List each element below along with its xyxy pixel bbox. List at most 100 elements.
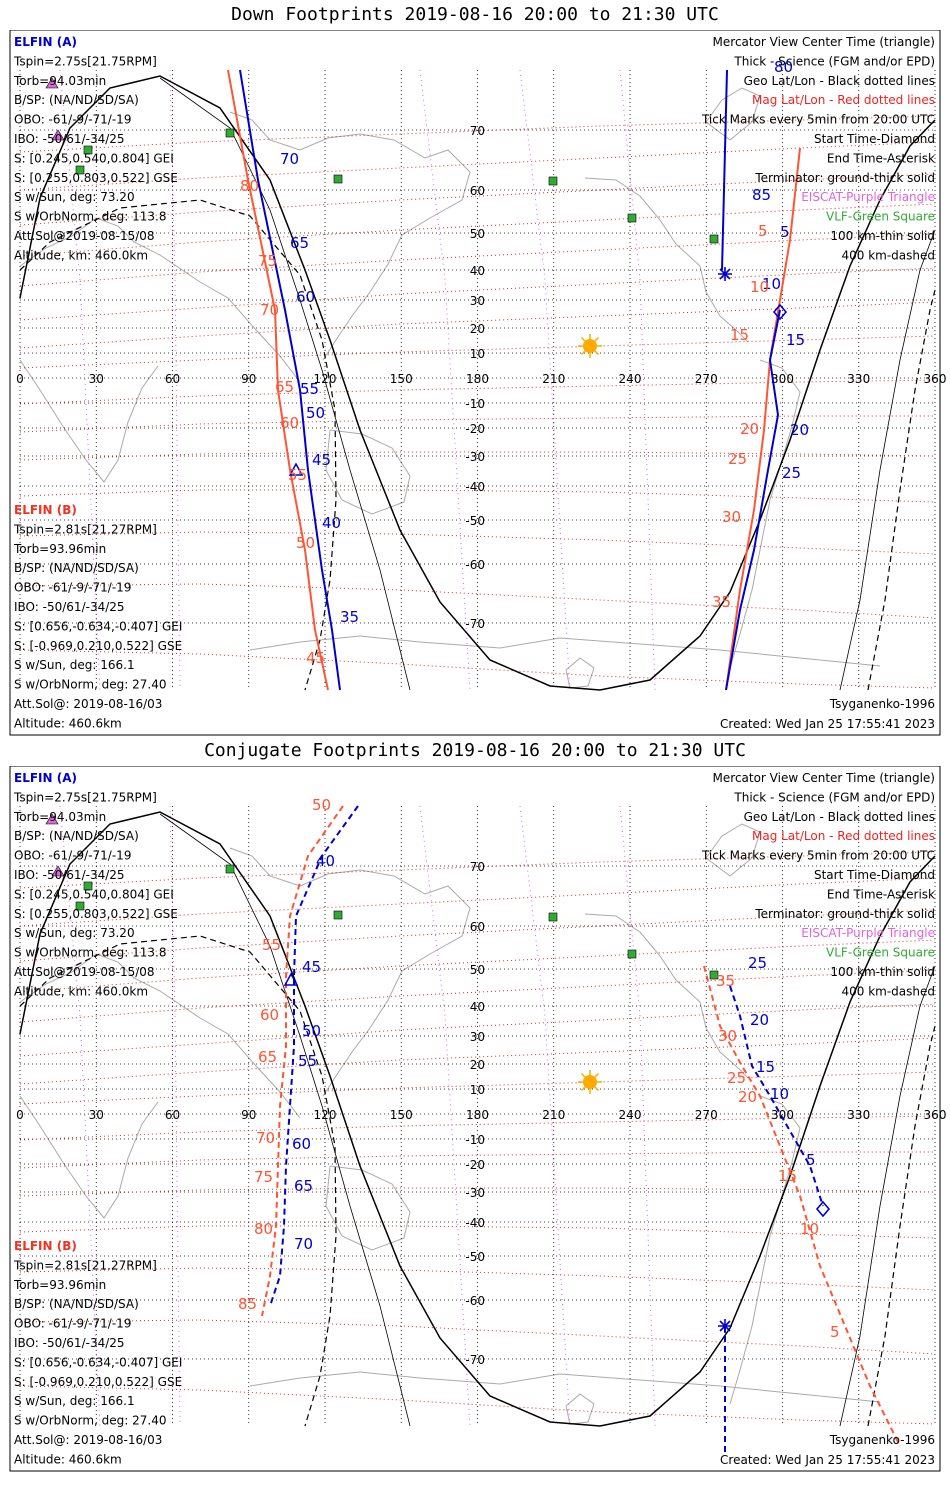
lon-tick-label: 30	[89, 372, 104, 386]
elfin-a-info-line: Tspin=2.75s[21.75RPM]	[13, 790, 157, 804]
lon-tick-label: 0	[16, 1108, 24, 1122]
legend-item: Thick - Science (FGM and/or EPD)	[733, 790, 935, 804]
coastline	[229, 847, 471, 1097]
elfin-a-trace	[729, 985, 824, 1207]
lon-tick-label: 210	[542, 372, 565, 386]
elfin-b-mag-label: 50	[296, 534, 315, 552]
created-timestamp: Created: Wed Jan 25 17:55:41 2023	[720, 717, 935, 731]
lon-tick-label: 120	[314, 372, 337, 386]
lat-tick-label: -60	[465, 558, 485, 572]
coastline	[325, 429, 411, 515]
elfin-a-info-line: B/SP: (NA/ND/SD/SA)	[14, 829, 139, 843]
mag-lon-line	[59, 805, 101, 1427]
lon-tick-label: 300	[771, 1108, 794, 1122]
elfin-b-info-line: Tspin=2.81s[21.27RPM]	[13, 522, 157, 536]
elfin-b-info-line: OBO: -61/-9/-71/-19	[14, 1317, 131, 1331]
lon-tick-label: 0	[16, 372, 24, 386]
elfin-b-trace	[239, 69, 341, 691]
elfin-b-time-label: 65	[290, 234, 309, 252]
mag-lon-line	[519, 805, 571, 1427]
elfin-b-mag-label: 60	[280, 414, 299, 432]
vlf-station-marker	[225, 864, 235, 874]
elfin-b-mag-label: 65	[258, 1048, 277, 1066]
lat-tick-label: 60	[470, 920, 485, 934]
panel-title-conjugate: Conjugate Footprints 2019-08-16 20:00 to…	[204, 740, 746, 761]
elfin-b-info-line: S: [0.656,-0.634,-0.407] GEI	[14, 1355, 182, 1369]
elfin-a-info-line: Altitude, km: 460.0km	[14, 984, 148, 998]
lon-tick-label: 30	[89, 1108, 104, 1122]
lat-tick-label: -10	[465, 1133, 485, 1147]
elfin-b-time-label: 45	[302, 958, 321, 976]
legend-item: Mercator View Center Time (triangle)	[713, 771, 935, 785]
mag-lat-line	[19, 851, 936, 889]
elfin-b-mag-label: 55	[262, 936, 281, 954]
panel-title-down: Down Footprints 2019-08-16 20:00 to 21:3…	[231, 4, 719, 25]
elfin-b-info-line: S: [-0.969,0.210,0.522] GSE	[14, 639, 182, 653]
lat-tick-label: -20	[465, 1158, 485, 1172]
elfin-b-info-line: S w/OrbNorm, deg: 27.40	[14, 1414, 166, 1428]
panel-frame	[9, 766, 941, 1472]
lon-tick-label: 360	[924, 1108, 947, 1122]
end-asterisk-marker	[718, 267, 732, 281]
lat-tick-label: -40	[465, 1216, 485, 1230]
elfin-a-mag-label: 5	[830, 1323, 840, 1341]
elfin-b-info-line: IBO: -50/61/-34/25	[14, 1336, 125, 1350]
lat-tick-label: -60	[465, 1294, 485, 1308]
legend-item: Geo Lat/Lon - Black dotted lines	[744, 74, 935, 88]
elfin-a-info-line: OBO: -61/-9/-71/-19	[14, 849, 131, 863]
elfin-b-info-line: S: [0.656,-0.634,-0.407] GEI	[14, 619, 182, 633]
elfin-b-time-label: 40	[316, 852, 335, 870]
vlf-station-marker	[225, 128, 235, 138]
lat-tick-label: -30	[465, 450, 485, 464]
elfin-a-time-label: 25	[782, 464, 801, 482]
sun-ray	[594, 1072, 600, 1078]
elfin-a-mag-label: 30	[718, 1027, 737, 1045]
eiscat-station-marker	[45, 813, 59, 825]
sun-ray	[580, 350, 586, 356]
mag-lat-line	[19, 1151, 935, 1169]
elfin-a-time-label: 10	[762, 275, 781, 293]
legend-item: 400 km-dashed	[841, 984, 935, 998]
lon-tick-label: 270	[695, 1108, 718, 1122]
coastline	[325, 1165, 411, 1251]
terminator-line	[19, 811, 936, 1427]
mag-lat-line	[19, 1187, 936, 1197]
eiscat-station-marker	[51, 129, 65, 141]
mag-lat-line	[19, 335, 936, 369]
elfin-b-time-label: 35	[340, 608, 359, 626]
sun-icon	[583, 1075, 597, 1089]
panel-frame	[9, 30, 941, 736]
mag-lat-line	[19, 489, 936, 503]
elfin-b-info-line: S w/Sun, deg: 166.1	[14, 658, 135, 672]
terminator-line	[19, 75, 936, 691]
sun-ray	[580, 336, 586, 342]
elfin-a-info-line: Torb=94.03min	[13, 74, 106, 88]
legend-item: Mag Lat/Lon - Red dotted lines	[752, 829, 935, 843]
legend-item: Thick - Science (FGM and/or EPD)	[733, 54, 935, 68]
elfin-b-info-line: IBO: -50/61/-34/25	[14, 600, 125, 614]
legend-item: 100 km-thin solid	[830, 229, 935, 243]
vlf-station-marker	[709, 234, 719, 244]
mag-lat-line	[19, 583, 936, 619]
elfin-a-info-line: S w/Sun, deg: 73.20	[14, 190, 135, 204]
lon-tick-label: 210	[542, 1108, 565, 1122]
elfin-a-mag-label: 20	[740, 420, 759, 438]
map-group: 0 30 60 90 120 150 180 210 240 270 300 330 360 70 60 50…	[9, 30, 946, 736]
elfin-a-time-label: 20	[790, 421, 809, 439]
legend-item: 400 km-dashed	[841, 248, 935, 262]
vlf-station-marker	[627, 213, 637, 223]
coastline	[584, 913, 749, 1079]
lat-tick-label: 10	[470, 347, 485, 361]
map-panel-conjugate: 0 30 60 90 120 150 180 210 240 270 300 330 360 70 60 50…	[9, 766, 947, 1472]
sun-ray	[594, 350, 600, 356]
elfin-a-info-line: S: [0.245,0.540,0.804] GEI	[14, 151, 174, 165]
legend-item: Geo Lat/Lon - Black dotted lines	[744, 810, 935, 824]
map-panel-down: 0 30 60 90 120 150 180 210 240 270 300 330 360 70 60 50…	[9, 30, 946, 736]
vlf-station-marker	[83, 881, 93, 891]
legend-item: Terminator: ground-thick solid	[754, 171, 935, 185]
legend-item: VLF-Green Square	[826, 210, 935, 224]
start-diamond-marker	[815, 1200, 831, 1218]
elfin-b-time-label: 40	[322, 514, 341, 532]
elfin-a-info-line: OBO: -61/-9/-71/-19	[14, 113, 131, 127]
elfin-b-mag-label: 50	[312, 796, 331, 814]
